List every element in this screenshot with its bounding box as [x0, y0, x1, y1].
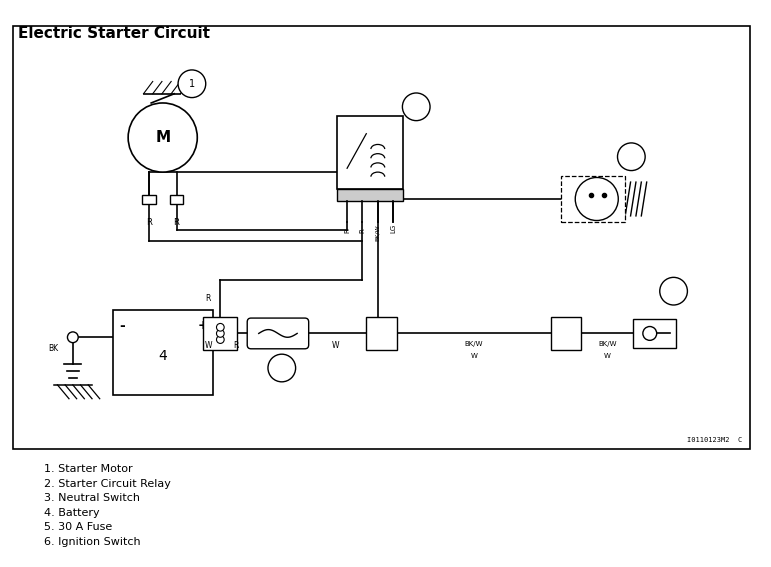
- Text: 2. Starter Circuit Relay: 2. Starter Circuit Relay: [44, 479, 170, 489]
- Text: 6: 6: [671, 286, 677, 296]
- Text: LG: LG: [390, 224, 396, 233]
- Bar: [338, 189, 402, 201]
- Text: 4: 4: [158, 349, 167, 363]
- Bar: [550, 316, 581, 350]
- Text: BK: BK: [48, 344, 58, 353]
- Text: R: R: [344, 228, 350, 232]
- Circle shape: [178, 70, 206, 98]
- Text: W: W: [604, 353, 611, 359]
- Text: BK/W: BK/W: [598, 341, 617, 347]
- Text: 5. 30 A Fuse: 5. 30 A Fuse: [44, 522, 112, 532]
- Text: M: M: [155, 130, 170, 145]
- Text: 3: 3: [628, 152, 635, 162]
- Bar: [170, 195, 183, 204]
- Text: +: +: [198, 319, 209, 332]
- Text: W: W: [470, 353, 477, 359]
- Text: R: R: [173, 218, 180, 227]
- Circle shape: [217, 336, 224, 344]
- Text: -: -: [120, 319, 125, 333]
- Text: R: R: [206, 294, 211, 303]
- Text: R: R: [146, 218, 152, 227]
- Circle shape: [660, 277, 688, 305]
- Bar: [13, 26, 750, 448]
- Circle shape: [67, 332, 78, 342]
- Text: BK/W: BK/W: [465, 341, 483, 347]
- Bar: [113, 310, 213, 395]
- Text: I0110123M2  C: I0110123M2 C: [688, 437, 742, 443]
- Text: W: W: [204, 341, 212, 350]
- Text: 1. Starter Motor: 1. Starter Motor: [44, 464, 133, 474]
- Bar: [366, 316, 397, 350]
- Text: 1: 1: [189, 79, 195, 89]
- Bar: [142, 195, 156, 204]
- Text: R: R: [233, 341, 238, 350]
- Text: 4. Battery: 4. Battery: [44, 508, 99, 518]
- Text: Electric Starter Circuit: Electric Starter Circuit: [19, 26, 210, 41]
- Text: 2: 2: [413, 102, 419, 112]
- Circle shape: [217, 323, 224, 331]
- Circle shape: [128, 103, 197, 172]
- Bar: [338, 116, 402, 189]
- Text: 6. Ignition Switch: 6. Ignition Switch: [44, 537, 140, 547]
- Text: 3. Neutral Switch: 3. Neutral Switch: [44, 493, 140, 503]
- Circle shape: [575, 177, 618, 221]
- FancyBboxPatch shape: [247, 318, 308, 349]
- Bar: [561, 176, 625, 222]
- Text: BK/W: BK/W: [375, 224, 380, 240]
- Bar: [204, 316, 237, 350]
- Text: W: W: [332, 341, 339, 350]
- Circle shape: [268, 354, 295, 382]
- Circle shape: [402, 93, 430, 121]
- Text: R: R: [359, 228, 365, 232]
- Circle shape: [618, 143, 645, 171]
- Circle shape: [217, 329, 224, 337]
- Text: 5: 5: [278, 363, 285, 373]
- Bar: [633, 319, 675, 348]
- Circle shape: [643, 327, 657, 340]
